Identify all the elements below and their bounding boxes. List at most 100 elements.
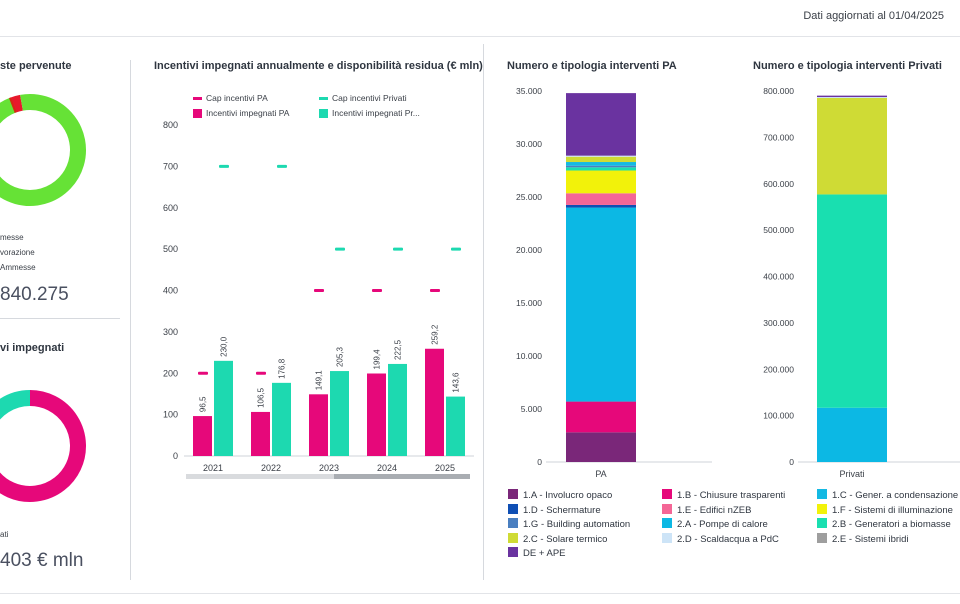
legend-swatch — [662, 518, 672, 528]
legend-swatch — [508, 503, 518, 514]
commitments-legend-1: ati — [0, 530, 9, 539]
privati-segment — [817, 407, 887, 462]
bar-value-label: 106,5 — [257, 387, 266, 408]
legend-label: 1.G - Building automation — [523, 519, 631, 530]
legend-label: 1.F - Sistemi di illuminazione — [832, 504, 953, 516]
legend-item: 2.A - Pompe di calore — [662, 518, 768, 530]
commitments-donut-segment — [0, 390, 31, 420]
legend-swatch — [817, 532, 827, 543]
bar-value-label: 149,1 — [315, 370, 324, 391]
privati-y-tick-label: 400.000 — [763, 272, 794, 282]
privati-y-tick-label: 100.000 — [763, 411, 794, 421]
incentives-chart-title: Incentivi impegnati annualmente e dispon… — [154, 60, 483, 72]
legend-label: 2.E - Sistemi ibridi — [832, 533, 909, 545]
pa-y-tick-label: 35.000 — [516, 86, 542, 96]
legend-swatch — [193, 109, 202, 118]
legend-label: Cap incentivi Privati — [332, 93, 407, 103]
requests-donut-segment — [0, 94, 86, 206]
pa-segment — [566, 93, 636, 156]
bar — [330, 371, 349, 456]
x-tick-label: 2025 — [435, 463, 455, 473]
pa-segment — [566, 207, 636, 402]
legend-swatch — [817, 503, 827, 514]
legend-swatch — [817, 489, 827, 499]
bar — [251, 411, 270, 456]
legend-label: DE + APE — [523, 548, 566, 559]
x-tick-label: 2022 — [261, 463, 281, 473]
legend-label: 2.C - Solare termico — [523, 533, 608, 545]
legend-item: 1.F - Sistemi di illuminazione — [817, 503, 953, 516]
commitments-donut-segment — [0, 390, 86, 502]
privati-y-tick-label: 800.000 — [763, 86, 794, 96]
privati-y-tick-label: 600.000 — [763, 179, 794, 189]
legend-item: 2.C - Solare termico — [508, 532, 608, 545]
privati-y-tick-label: 300.000 — [763, 318, 794, 328]
legend-swatch — [662, 489, 672, 499]
legend-label: 1.A - Involucro opaco — [523, 490, 613, 501]
legend-item: 1.E - Edifici nZEB — [662, 503, 751, 516]
y-tick-label: 400 — [163, 286, 178, 296]
legend-swatch — [193, 97, 202, 100]
divider-middle — [483, 44, 484, 580]
bar — [367, 373, 386, 456]
bar — [272, 382, 291, 456]
legend-label: 1.D - Schermature — [523, 504, 601, 516]
pa-y-tick-label: 30.000 — [516, 139, 542, 149]
requests-legend-1: messe — [0, 233, 24, 242]
bar — [193, 416, 212, 456]
pa-y-tick-label: 20.000 — [516, 245, 542, 255]
pa-y-tick-label: 10.000 — [516, 351, 542, 361]
pa-segment — [566, 193, 636, 205]
y-tick-label: 300 — [163, 327, 178, 337]
legend-swatch — [508, 518, 518, 528]
legend-item: 1.G - Building automation — [508, 518, 630, 530]
bar-value-label: 199,4 — [373, 349, 382, 370]
legend-label: Incentivi impegnati PA — [206, 108, 290, 118]
x-tick-label: 2023 — [319, 463, 339, 473]
cap-marker — [430, 289, 440, 292]
bar — [388, 363, 407, 456]
cap-marker — [198, 371, 208, 375]
commitments-title: vi impegnati — [0, 342, 65, 354]
donut-charts — [0, 94, 86, 502]
header-divider — [0, 36, 960, 37]
x-tick-label: 2024 — [377, 463, 397, 473]
legend-label: 2.A - Pompe di calore — [677, 519, 768, 530]
pa-segment — [566, 401, 636, 433]
bar-value-label: 222,5 — [394, 339, 403, 360]
y-tick-label: 100 — [163, 410, 178, 420]
pa-chart-title: Numero e tipologia interventi PA — [507, 60, 677, 72]
y-tick-label: 0 — [173, 451, 178, 461]
bar — [214, 360, 233, 456]
privati-segment — [817, 95, 887, 98]
cap-marker — [256, 371, 266, 375]
legend-item: DE + APE — [508, 547, 566, 559]
cap-marker — [219, 164, 229, 168]
legend-swatch — [319, 109, 328, 118]
x-tick-label: 2021 — [203, 463, 223, 473]
scroll-track — [186, 474, 470, 479]
bar — [446, 396, 465, 456]
privati-y-tick-label: 500.000 — [763, 225, 794, 235]
commitments-total: 403 € mln — [0, 550, 84, 571]
requests-title: ste pervenute — [0, 60, 72, 72]
pa-x-tick-label: PA — [595, 469, 606, 479]
legend-swatch — [508, 489, 518, 499]
legend-label: 1.C - Gener. a condensazione — [832, 490, 959, 501]
requests-donut-accent — [8, 97, 17, 114]
bar-value-label: 96,5 — [199, 396, 208, 412]
pa-y-tick-label: 0 — [537, 457, 542, 467]
cap-marker — [335, 247, 345, 251]
privati-y-tick-label: 0 — [789, 457, 794, 467]
legend-label: Cap incentivi PA — [206, 93, 268, 103]
privati-segment — [817, 97, 887, 195]
legend-swatch — [817, 518, 827, 528]
bar-value-label: 176,8 — [278, 358, 287, 379]
y-tick-label: 700 — [163, 161, 178, 171]
requests-legend-2: vorazione — [0, 248, 35, 257]
update-date: Dati aggiornati al 01/04/2025 — [803, 10, 944, 22]
privati-segment — [817, 194, 887, 408]
pa-segment — [566, 165, 636, 168]
pa-segment — [566, 156, 636, 163]
